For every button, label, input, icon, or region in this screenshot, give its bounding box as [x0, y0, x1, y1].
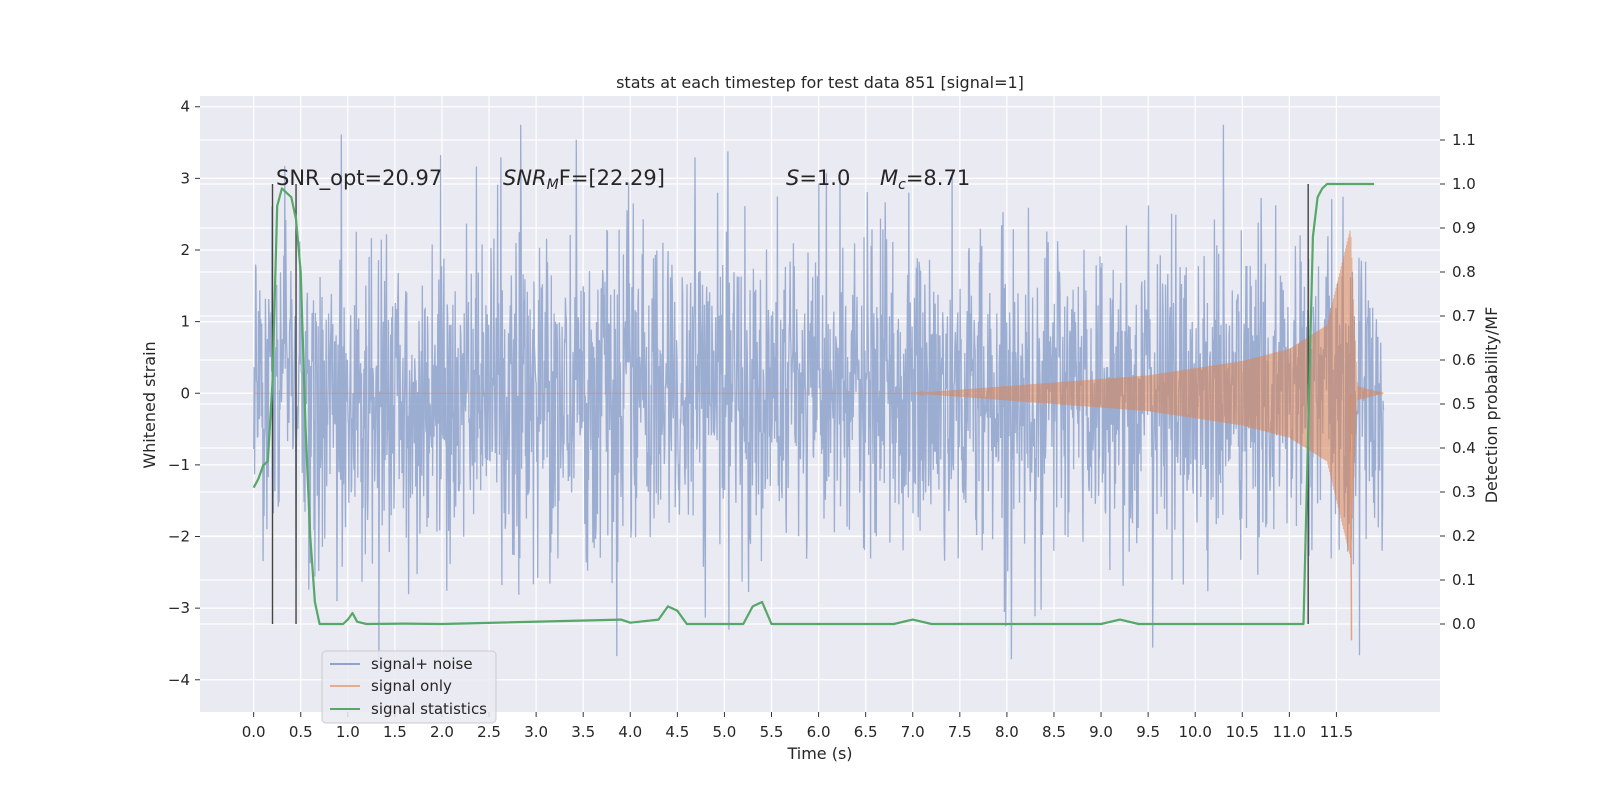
y-left-tick-label: 4	[180, 98, 190, 116]
y-axis-label-left: Whitened strain	[140, 341, 159, 468]
x-tick-label: 3.0	[524, 723, 548, 741]
annotation-snr-mf: SNRMF=[22.29]	[503, 166, 665, 193]
x-tick-label: 9.0	[1089, 723, 1113, 741]
y-left-tick-label: 3	[180, 169, 190, 187]
y-axis-label-right: Detection probability/MF	[1482, 307, 1501, 504]
y-right-tick-label: 1.0	[1452, 175, 1476, 193]
x-tick-label: 9.5	[1136, 723, 1160, 741]
x-tick-label: 2.0	[430, 723, 454, 741]
x-tick-label: 5.0	[713, 723, 737, 741]
y-left-tick-label: 1	[180, 313, 190, 331]
x-tick-label: 8.5	[1042, 723, 1066, 741]
annotation-mc-prefix: M	[880, 166, 898, 190]
x-tick-label: 10.0	[1178, 723, 1211, 741]
x-tick-label: 4.0	[618, 723, 642, 741]
y-left-tick-label: −4	[168, 671, 190, 689]
x-tick-label: 0.0	[242, 723, 266, 741]
annotation-s-prefix: S	[786, 166, 799, 190]
series-signal-only-merger-spike	[1349, 393, 1353, 641]
annotation-s: S=1.0	[786, 166, 850, 190]
y-right-tick-label: 0.6	[1452, 351, 1476, 369]
axis-layer: 0.0 0.5 1.0 1.5 2.0 2.5 3.0 3.5 4.0 4.5 5.0 5.5 6.0 6…	[168, 98, 1476, 741]
y-right-tick-label: 0.3	[1452, 483, 1476, 501]
y-left-tick-label: 2	[180, 241, 190, 259]
x-tick-label: 5.5	[760, 723, 784, 741]
chart-title: stats at each timestep for test data 851…	[616, 73, 1024, 92]
y-right-tick-label: 0.2	[1452, 527, 1476, 545]
data-layer	[253, 124, 1385, 670]
y-right-tick-label: 0.0	[1452, 615, 1476, 633]
x-tick-label: 1.0	[336, 723, 360, 741]
y-left-tick-label: −1	[168, 456, 190, 474]
x-tick-label: 10.5	[1226, 723, 1259, 741]
x-tick-label: 6.0	[807, 723, 831, 741]
x-tick-label: 0.5	[289, 723, 313, 741]
y-left-tick-label: −2	[168, 528, 190, 546]
y-right-tick-label: 0.9	[1452, 219, 1476, 237]
y-left-tick-label: 0	[180, 384, 190, 402]
legend-label-signal-only: signal only	[371, 677, 452, 695]
y-right-tick-label: 0.8	[1452, 263, 1476, 281]
annotation-snr-mf-prefix: SNR	[503, 166, 547, 190]
x-tick-label: 1.5	[383, 723, 407, 741]
y-left-tick-label: −3	[168, 599, 190, 617]
x-tick-label: 6.5	[854, 723, 878, 741]
legend-label-signal-statistics: signal statistics	[371, 700, 487, 718]
x-tick-label: 11.0	[1273, 723, 1306, 741]
annotation-snr-opt: SNR_opt=20.97	[276, 166, 442, 191]
x-tick-label: 3.5	[571, 723, 595, 741]
annotation-snr-mf-suffix: F=[22.29]	[559, 166, 665, 190]
y-right-tick-label: 0.7	[1452, 307, 1476, 325]
annotation-mc-sub: c	[898, 177, 906, 193]
x-tick-label: 8.0	[995, 723, 1019, 741]
x-tick-label: 7.0	[901, 723, 925, 741]
x-tick-label: 4.5	[665, 723, 689, 741]
y-right-tick-label: 1.1	[1452, 131, 1476, 149]
series-signal-noise-trace	[253, 124, 1385, 670]
annotation-mc: Mc=8.71	[880, 166, 970, 193]
stats-layer	[252, 182, 1375, 626]
y-right-tick-label: 0.5	[1452, 395, 1476, 413]
annotation-s-suffix: =1.0	[799, 166, 850, 190]
annotation-snr-mf-sub: M	[547, 177, 559, 193]
y-right-tick-label: 0.4	[1452, 439, 1476, 457]
x-tick-label: 2.5	[477, 723, 501, 741]
legend: signal+ noise signal only signal statist…	[321, 650, 497, 724]
series-signal-statistics-line	[252, 182, 1375, 626]
series-signal-only-trace	[253, 230, 1384, 558]
y-right-tick-label: 0.1	[1452, 571, 1476, 589]
legend-box	[321, 650, 497, 724]
x-axis-label: Time (s)	[786, 744, 852, 763]
x-tick-label: 11.5	[1320, 723, 1353, 741]
legend-label-signal-noise: signal+ noise	[371, 655, 473, 673]
x-tick-label: 7.5	[948, 723, 972, 741]
annotation-mc-suffix: =8.71	[906, 166, 970, 190]
